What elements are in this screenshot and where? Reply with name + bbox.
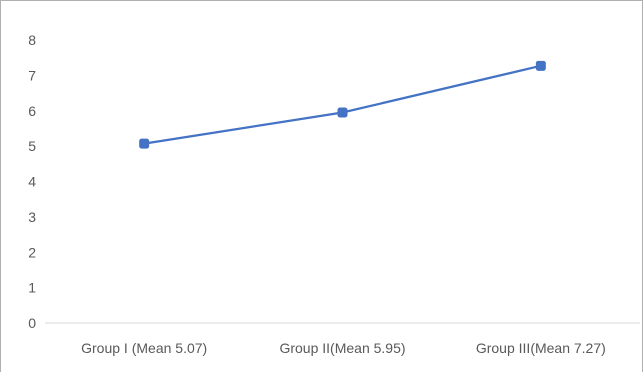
y-tick-label: 3 [28,209,36,225]
x-tick-label: Group III(Mean 7.27) [476,340,606,356]
x-tick-label: Group II(Mean 5.95) [279,340,405,356]
y-tick-label: 4 [28,174,36,190]
x-tick-label: Group I (Mean 5.07) [81,340,207,356]
x-axis-labels: Group I (Mean 5.07) Group II(Mean 5.95) Gr… [81,340,606,356]
y-tick-label: 1 [28,280,36,296]
y-tick-label: 8 [28,32,36,48]
y-tick-label: 0 [28,315,36,331]
y-tick-label: 6 [28,103,36,119]
y-axis-ticks: 0 1 2 3 4 5 6 7 8 [28,32,36,331]
y-tick-label: 7 [28,67,36,83]
data-point-marker [139,138,150,149]
series-markers [139,60,546,149]
y-tick-label: 5 [28,138,36,154]
data-point-marker [535,60,546,71]
series-line [143,64,542,145]
data-point-marker [337,107,348,118]
y-tick-label: 2 [28,244,36,260]
